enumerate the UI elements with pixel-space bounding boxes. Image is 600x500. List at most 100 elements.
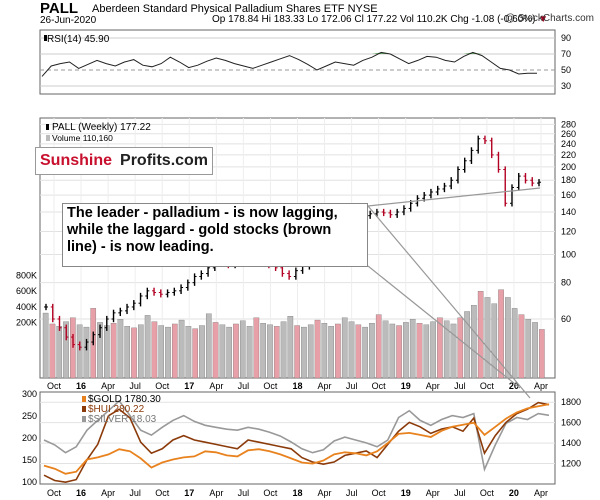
ratio-x-tick-label: Jul — [129, 488, 141, 498]
volume-bar — [239, 320, 246, 379]
rsi-legend: RSI(14) 45.90 — [47, 34, 110, 45]
volume-bar — [97, 322, 103, 379]
volume-bar — [226, 326, 232, 379]
ratio-x-tick-label: Oct — [480, 488, 495, 498]
x-tick-label: 19 — [401, 381, 411, 391]
volume-bar — [138, 324, 144, 379]
ratio-left-tick-label: 150 — [22, 455, 37, 465]
volume-bar — [491, 303, 498, 379]
volume-bar — [219, 324, 226, 379]
gold-line — [43, 403, 550, 475]
volume-bar — [355, 324, 362, 379]
volume-bar — [246, 326, 253, 379]
volume-bar — [396, 325, 402, 379]
down-arrow-icon: ▼ — [538, 14, 549, 25]
ratio-left-tick-label: 100 — [22, 477, 37, 487]
volume-bar — [348, 321, 355, 379]
rsi-line — [41, 51, 538, 77]
volume-bar — [450, 323, 457, 379]
ratio-x-tick-label: 19 — [401, 488, 411, 498]
rsi-tick-label: 30 — [561, 81, 571, 91]
volume-bar — [205, 313, 212, 379]
ratio-legend-swatch — [82, 406, 86, 412]
ratio-legend-2: $SILVER 18.03 — [88, 414, 157, 425]
x-tick-label: 17 — [184, 381, 194, 391]
ratio-legend-1: $HUI 280.22 — [88, 404, 145, 415]
volume-bar — [328, 326, 334, 379]
ratio-x-tick-label: Jul — [346, 488, 358, 498]
x-tick-label: Jul — [238, 381, 250, 391]
volume-bar — [382, 320, 389, 379]
volume-bar — [151, 321, 158, 379]
volume-bar — [253, 317, 260, 379]
volume-bar — [539, 329, 545, 379]
ratio-x-tick-label: Oct — [155, 488, 170, 498]
price-tick-label: 260 — [561, 129, 576, 139]
volume-bar — [525, 319, 532, 379]
volume-bar — [171, 323, 178, 379]
callout-line — [367, 265, 521, 389]
x-tick-label: 16 — [76, 381, 86, 391]
ratio-x-tick-label: Apr — [318, 488, 332, 498]
x-tick-label: 18 — [292, 381, 302, 391]
volume-bar — [117, 319, 124, 379]
volume-bar — [165, 326, 171, 379]
volume-bar — [341, 317, 348, 379]
volume-bar — [409, 319, 416, 379]
price-tick-label: 120 — [561, 226, 576, 236]
x-tick-label: Apr — [209, 381, 223, 391]
volume-bar — [477, 291, 484, 379]
volume-tick-label: 800K — [16, 271, 37, 281]
volume-bar — [185, 326, 192, 379]
volume-bar — [484, 297, 491, 379]
volume-bar — [124, 326, 131, 379]
volume-bar — [70, 317, 76, 379]
volume-tick-label: 600K — [16, 286, 37, 296]
price-tick-label: 200 — [561, 162, 576, 172]
silver-line — [43, 399, 550, 472]
volume-legend: Volume 110,160 — [52, 133, 113, 143]
volume-bar — [212, 322, 219, 379]
ratio-x-tick-label: Apr — [209, 488, 223, 498]
ratio-x-tick-label: Apr — [534, 488, 548, 498]
ratio-tick-label: 1800 — [561, 397, 581, 407]
ratio-x-tick-label: Oct — [47, 488, 62, 498]
ratio-left-tick-label: 300 — [22, 389, 37, 399]
x-tick-label: Oct — [47, 381, 62, 391]
volume-bar — [178, 319, 185, 379]
volume-bar — [63, 321, 69, 379]
volume-bar — [280, 321, 287, 379]
volume-bar — [518, 314, 525, 379]
volume-bar — [511, 308, 518, 379]
volume-bar — [314, 319, 321, 379]
volume-bar — [457, 317, 464, 379]
volume-legend-swatch — [46, 135, 50, 141]
x-tick-label: Apr — [101, 381, 115, 391]
callout-line — [367, 187, 541, 207]
ratio-tick-label: 1200 — [561, 459, 581, 469]
volume-bar — [110, 323, 117, 379]
rsi-legend-swatch — [44, 35, 47, 41]
x-tick-label: Apr — [426, 381, 440, 391]
chart-header: PALL Aberdeen Standard Physical Palladiu… — [0, 0, 600, 26]
ratio-left-tick-label: 250 — [22, 411, 37, 421]
volume-bar — [443, 320, 450, 379]
volume-bar — [403, 322, 409, 379]
price-tick-label: 280 — [561, 119, 576, 129]
volume-bar — [199, 325, 205, 379]
rsi-tick-label: 90 — [561, 33, 571, 43]
volume-bar — [423, 324, 430, 379]
price-tick-label: 140 — [561, 207, 576, 217]
ratio-panel — [39, 391, 556, 485]
x-tick-label: Oct — [155, 381, 170, 391]
x-tick-label: Oct — [480, 381, 495, 391]
volume-bar — [375, 314, 382, 379]
security-name: Aberdeen Standard Physical Palladium Sha… — [92, 3, 378, 15]
price-tick-label: 220 — [561, 150, 576, 160]
volume-bar — [76, 324, 83, 379]
rsi-tick-label: 50 — [561, 65, 571, 75]
sunshine-profits-logo: Sunshine Profits.com — [35, 147, 214, 175]
x-tick-label: Oct — [263, 381, 278, 391]
price-tick-label: 160 — [561, 190, 576, 200]
x-tick-label: 20 — [509, 381, 519, 391]
